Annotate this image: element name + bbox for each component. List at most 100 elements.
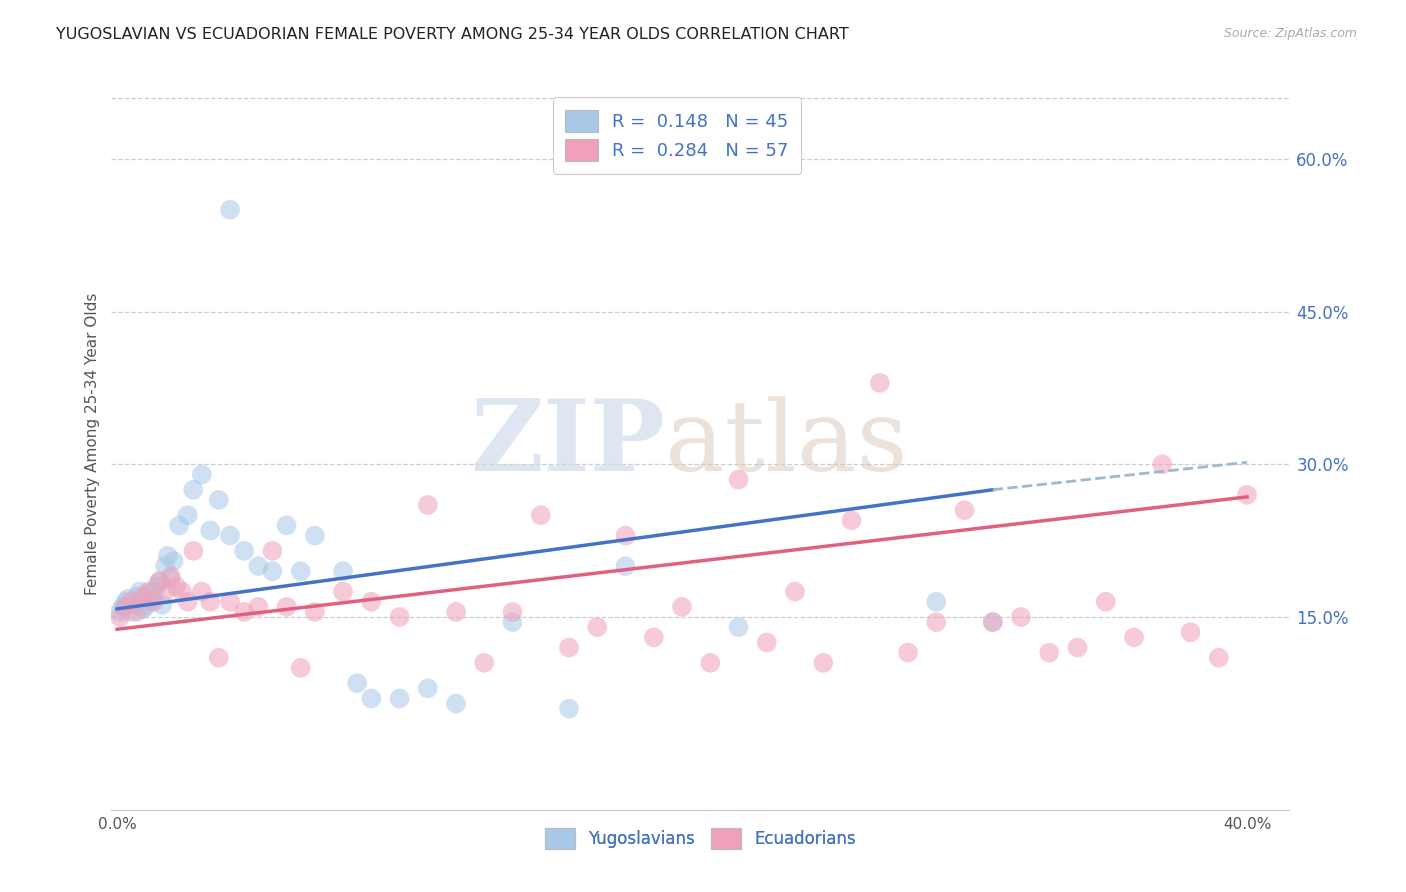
Point: [117, 591, 139, 606]
Point: [558, 701, 581, 715]
Point: [290, 564, 312, 578]
Point: [153, 559, 176, 574]
Point: [131, 602, 153, 616]
Point: [183, 544, 205, 558]
Point: [150, 598, 173, 612]
Point: [671, 599, 693, 614]
Point: [1094, 595, 1116, 609]
Point: [247, 559, 270, 574]
Point: [981, 615, 1004, 629]
Point: [699, 656, 721, 670]
Point: [1010, 610, 1032, 624]
Point: [111, 599, 134, 614]
Point: [727, 620, 749, 634]
Point: [360, 595, 382, 609]
Point: [276, 518, 298, 533]
Point: [134, 599, 156, 614]
Point: [360, 691, 382, 706]
Point: [1123, 631, 1146, 645]
Point: [162, 554, 184, 568]
Point: [176, 595, 198, 609]
Point: [841, 513, 863, 527]
Point: [159, 571, 181, 585]
Text: atlas: atlas: [665, 396, 908, 491]
Point: [755, 635, 778, 649]
Point: [219, 595, 242, 609]
Point: [783, 584, 806, 599]
Point: [114, 599, 136, 614]
Text: ZIP: ZIP: [470, 395, 665, 492]
Point: [614, 559, 637, 574]
Point: [869, 376, 891, 390]
Point: [1236, 488, 1258, 502]
Point: [165, 579, 187, 593]
Point: [167, 518, 190, 533]
Point: [586, 620, 609, 634]
Point: [125, 605, 148, 619]
Point: [219, 528, 242, 542]
Point: [290, 661, 312, 675]
Text: Source: ZipAtlas.com: Source: ZipAtlas.com: [1223, 27, 1357, 40]
Point: [108, 610, 131, 624]
Point: [208, 492, 231, 507]
Point: [114, 595, 136, 609]
Point: [159, 569, 181, 583]
Point: [502, 615, 524, 629]
Point: [139, 595, 162, 609]
Point: [614, 528, 637, 542]
Point: [953, 503, 976, 517]
Point: [388, 610, 411, 624]
Point: [156, 549, 179, 563]
Point: [472, 656, 495, 670]
Point: [108, 605, 131, 619]
Point: [131, 590, 153, 604]
Point: [176, 508, 198, 523]
Point: [120, 605, 142, 619]
Point: [142, 595, 165, 609]
Point: [170, 584, 193, 599]
Point: [1152, 458, 1174, 472]
Point: [304, 605, 326, 619]
Point: [145, 579, 167, 593]
Point: [643, 631, 665, 645]
Point: [262, 564, 284, 578]
Y-axis label: Female Poverty Among 25-34 Year Olds: Female Poverty Among 25-34 Year Olds: [86, 293, 100, 595]
Point: [200, 524, 222, 538]
Point: [153, 584, 176, 599]
Point: [200, 595, 222, 609]
Point: [416, 498, 439, 512]
Point: [502, 605, 524, 619]
Point: [125, 590, 148, 604]
Point: [1038, 646, 1060, 660]
Point: [332, 584, 354, 599]
Point: [332, 564, 354, 578]
Point: [247, 599, 270, 614]
Point: [136, 588, 159, 602]
Point: [191, 467, 214, 482]
Point: [1180, 625, 1202, 640]
Point: [925, 615, 948, 629]
Point: [276, 599, 298, 614]
Text: YUGOSLAVIAN VS ECUADORIAN FEMALE POVERTY AMONG 25-34 YEAR OLDS CORRELATION CHART: YUGOSLAVIAN VS ECUADORIAN FEMALE POVERTY…: [56, 27, 849, 42]
Point: [148, 574, 170, 589]
Point: [444, 605, 467, 619]
Point: [897, 646, 920, 660]
Point: [233, 605, 256, 619]
Point: [813, 656, 835, 670]
Point: [183, 483, 205, 497]
Point: [120, 595, 142, 609]
Point: [122, 598, 145, 612]
Point: [219, 202, 242, 217]
Point: [233, 544, 256, 558]
Point: [1208, 650, 1230, 665]
Point: [727, 473, 749, 487]
Point: [444, 697, 467, 711]
Point: [558, 640, 581, 655]
Point: [148, 574, 170, 589]
Point: [416, 681, 439, 696]
Point: [208, 650, 231, 665]
Point: [925, 595, 948, 609]
Point: [388, 691, 411, 706]
Point: [981, 615, 1004, 629]
Point: [191, 584, 214, 599]
